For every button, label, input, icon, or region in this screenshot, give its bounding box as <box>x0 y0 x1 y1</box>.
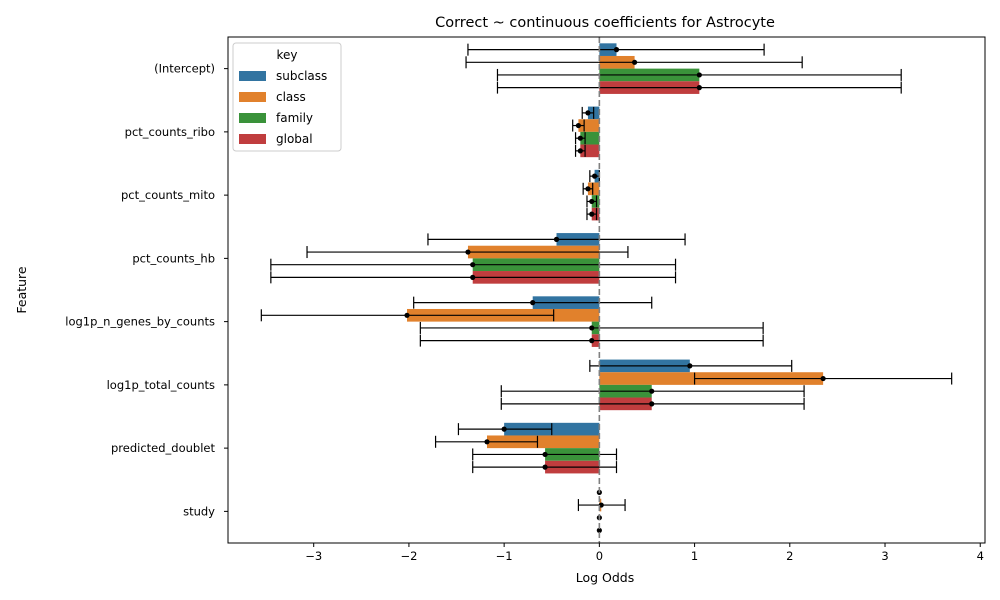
point-estimate <box>649 401 655 407</box>
point-estimate <box>470 274 476 280</box>
legend-label: class <box>276 90 306 104</box>
legend-label: family <box>276 111 313 125</box>
point-estimate <box>820 375 826 382</box>
legend: key subclass class family global <box>232 42 342 152</box>
y-tick-label: log1p_n_genes_by_counts <box>65 315 215 329</box>
x-tick-label: −3 <box>305 549 322 563</box>
legend-swatch <box>239 92 266 102</box>
point-estimate <box>613 47 620 53</box>
point-estimate <box>589 325 595 331</box>
point-estimate <box>530 300 536 306</box>
point-estimate <box>589 211 595 217</box>
x-tick-label: 2 <box>786 549 793 563</box>
point-estimate <box>696 72 702 78</box>
point-estimate <box>470 262 476 268</box>
axes-frame <box>227 36 986 544</box>
point-estimate <box>542 464 548 470</box>
x-tick-label: 0 <box>596 549 603 563</box>
legend-swatch <box>239 113 266 123</box>
y-axis-label: Feature <box>14 266 29 314</box>
x-tick-label: 1 <box>691 549 698 563</box>
point-estimate <box>649 388 655 394</box>
x-tick-label: 3 <box>881 549 888 563</box>
point-estimate <box>631 59 638 65</box>
y-tick-label: pct_counts_hb <box>132 251 215 265</box>
bar <box>587 182 600 196</box>
point-estimate <box>696 85 702 91</box>
legend-swatch <box>239 71 266 81</box>
x-tick-label: −2 <box>400 549 417 563</box>
point-estimate <box>577 148 583 154</box>
x-axis-label: Log Odds <box>576 570 635 585</box>
y-tick-label: log1p_total_counts <box>107 378 215 392</box>
legend-label: global <box>276 132 313 146</box>
legend-label: subclass <box>276 69 327 83</box>
plot-area: −3 −2 −1 0 1 2 3 4 (Intercept) pct_counts_ribopct… <box>65 36 986 563</box>
point-estimate <box>589 338 595 344</box>
point-estimate <box>404 312 410 318</box>
point-estimate <box>484 439 490 445</box>
y-tick-label: (Intercept) <box>154 62 215 76</box>
chart-title: Correct ~ continuous coefficients for As… <box>435 15 775 31</box>
legend-frame <box>232 42 342 152</box>
point-estimate <box>591 173 598 179</box>
point-estimate <box>577 135 583 141</box>
legend-swatch <box>239 134 266 144</box>
y-tick-label: pct_counts_mito <box>121 188 215 202</box>
point-estimate <box>585 110 591 116</box>
point-estimate <box>575 122 582 129</box>
y-tick-label: study <box>183 504 215 518</box>
x-tick-label: 4 <box>977 549 984 563</box>
point-estimate <box>542 451 548 458</box>
point-estimate <box>553 236 560 242</box>
y-tick-label: pct_counts_ribo <box>125 125 215 139</box>
point-estimate <box>687 363 693 369</box>
point-estimate <box>585 186 591 192</box>
legend-title: key <box>276 48 297 62</box>
bar <box>486 435 600 449</box>
point-estimate <box>465 249 471 255</box>
point-estimate <box>596 527 602 533</box>
point-estimate <box>589 198 595 205</box>
point-estimate <box>501 426 507 432</box>
y-tick-label: predicted_doublet <box>111 441 215 455</box>
x-tick-label: −1 <box>496 549 513 563</box>
